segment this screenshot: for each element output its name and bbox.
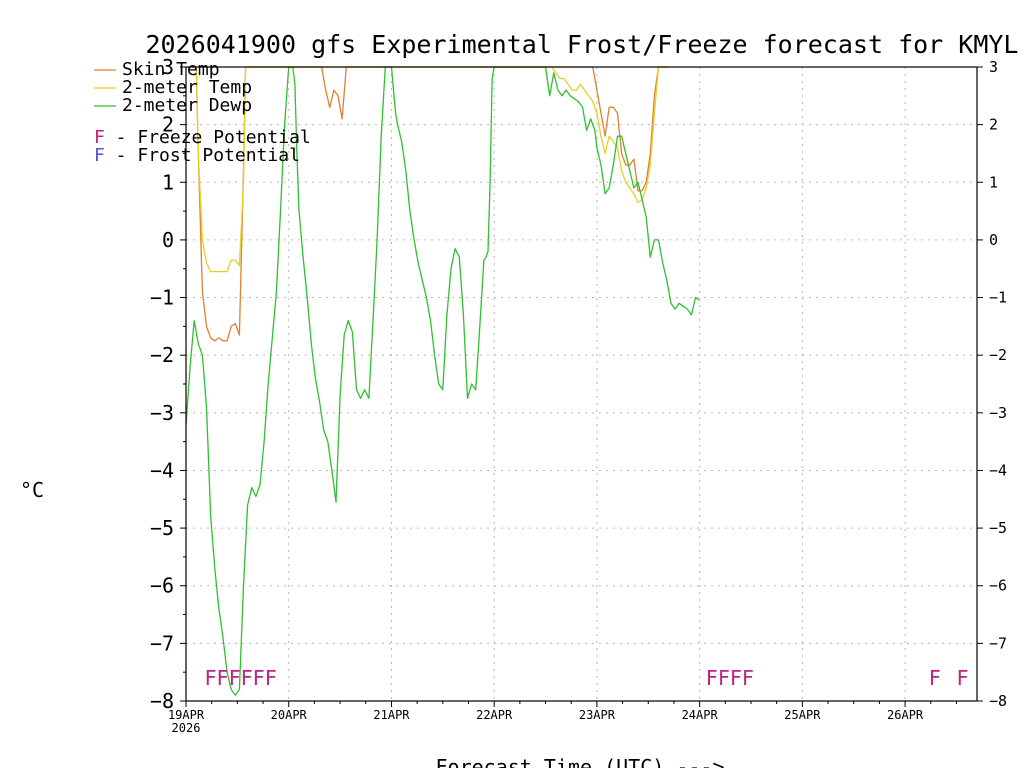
x-tick-label: 23APR: [579, 708, 616, 722]
y-tick-label-right: −7: [989, 634, 1007, 652]
chart-title: 2026041900 gfs Experimental Frost/Freeze…: [146, 30, 1019, 59]
plot-frame: [185, 66, 978, 702]
y-tick-label-right: 1: [989, 173, 998, 191]
y-tick-label-right: −1: [989, 289, 1007, 307]
x-tick-label: 26APR: [887, 708, 924, 722]
x-axis-label: Forecast Time (UTC) --->: [436, 755, 725, 768]
y-tick-label: 3: [162, 55, 174, 79]
legend-note: F - Freeze Potential: [94, 127, 311, 148]
y-axis-label: °C: [20, 478, 44, 502]
y-tick-label-right: −8: [989, 692, 1007, 710]
y-tick-label-right: −3: [989, 404, 1007, 422]
legend-note-marker: F: [94, 127, 105, 148]
y-tick-label: −2: [150, 343, 174, 367]
x-tick-label: 20APR: [271, 708, 308, 722]
y-tick-label: −1: [150, 286, 174, 310]
legend-label: 2-meter Temp: [122, 77, 252, 98]
x-tick-label: 21APR: [373, 708, 410, 722]
x-tick-sublabel: 2026: [172, 721, 201, 735]
y-tick-label-right: −4: [989, 461, 1007, 479]
y-tick-label: 0: [162, 228, 174, 252]
x-tick-label: 25APR: [784, 708, 821, 722]
series-2-meter-temp-line: [195, 66, 669, 273]
legend-note-text: - Freeze Potential: [105, 127, 311, 148]
legend-label: Skin Temp: [122, 59, 220, 80]
legend-note-marker: F: [94, 145, 105, 166]
y-tick-label: 1: [162, 170, 174, 194]
y-tick-label: −4: [150, 458, 174, 482]
legend-label: 2-meter Dewp: [122, 95, 252, 116]
freeze-marker: F: [929, 666, 941, 690]
x-tick-label: 19APR: [168, 708, 205, 722]
y-tick-label: 2: [162, 113, 174, 137]
y-tick-label: −5: [150, 516, 174, 540]
x-tick-label: 22APR: [476, 708, 513, 722]
freeze-marker: FFFF: [706, 666, 754, 690]
y-tick-label: −3: [150, 401, 174, 425]
series-skin-temp-line: [195, 66, 669, 342]
x-tick-label: 24APR: [682, 708, 719, 722]
y-tick-label: −8: [150, 689, 174, 713]
y-tick-label-right: 3: [989, 58, 998, 76]
series-2-meter-dewp-line: [185, 66, 700, 696]
frost-freeze-markers: FFFFFF FFFF F F: [204, 666, 968, 690]
y-tick-label: −7: [150, 631, 174, 655]
y-axis-ticks: −8 −8 −7 −7 −6 −6 −5 −5 −4 −4 −3 −3 −2 −2 −1 −1 0 0 1 1 2 2 3 3: [150, 55, 1007, 713]
freeze-marker: FFFFFF: [204, 666, 276, 690]
y-tick-label: −6: [150, 574, 174, 598]
grid-lines: [186, 67, 977, 701]
y-tick-label-right: 0: [989, 231, 998, 249]
y-tick-label-right: −6: [989, 577, 1007, 595]
legend-note-text: - Frost Potential: [105, 145, 300, 166]
y-tick-label-right: −5: [989, 519, 1007, 537]
freeze-marker: F: [956, 666, 968, 690]
y-tick-label-right: 2: [989, 116, 998, 134]
y-tick-label-right: −2: [989, 346, 1007, 364]
legend-note: F - Frost Potential: [94, 145, 300, 166]
